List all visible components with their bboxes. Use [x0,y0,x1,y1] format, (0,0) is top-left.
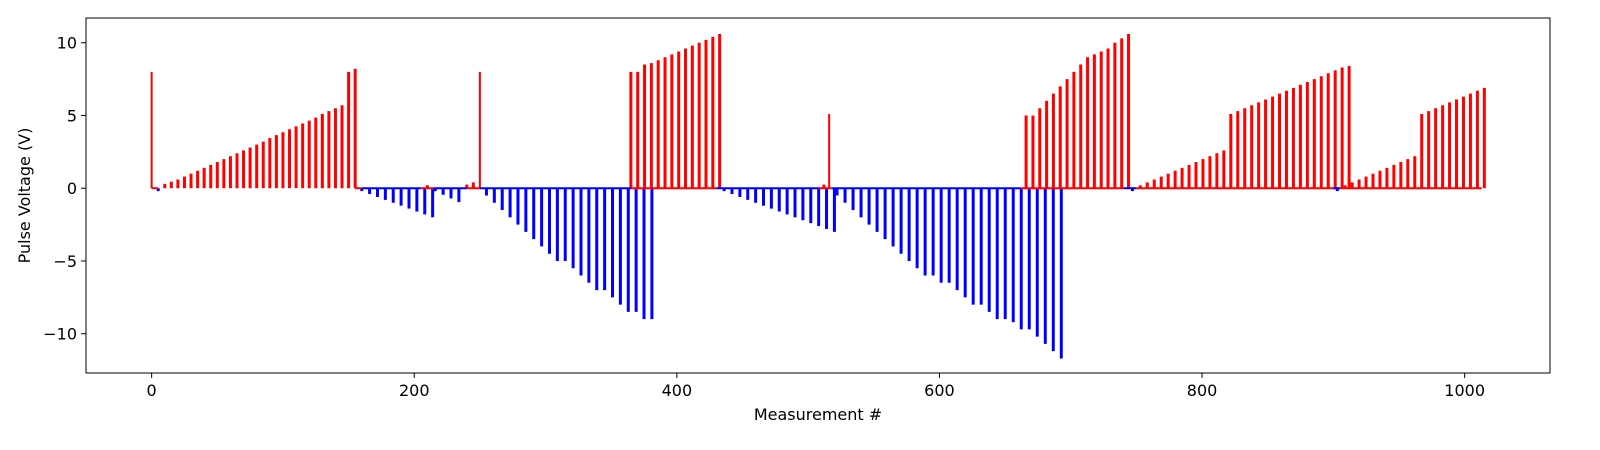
x-tick-label: 1000 [1444,381,1485,400]
x-axis-label: Measurement # [754,405,882,424]
y-axis-label: Pulse Voltage (V) [15,128,34,264]
plot-frame [85,17,1551,374]
x-tick-label: 200 [399,381,430,400]
x-axis-ticks: 0 200 400 600 800 1000 [147,373,1485,400]
y-axis-ticks: −10 −5 0 5 10 [43,34,86,344]
y-tick-label: −10 [43,325,77,344]
y-tick-label: 10 [57,34,77,53]
x-tick-label: 400 [662,381,693,400]
y-tick-label: −5 [53,252,77,271]
y-tick-label: 0 [67,179,77,198]
x-tick-label: 0 [147,381,157,400]
x-tick-label: 800 [1187,381,1218,400]
x-tick-label: 600 [924,381,955,400]
bar-series [150,34,1486,359]
y-tick-label: 5 [67,106,77,125]
